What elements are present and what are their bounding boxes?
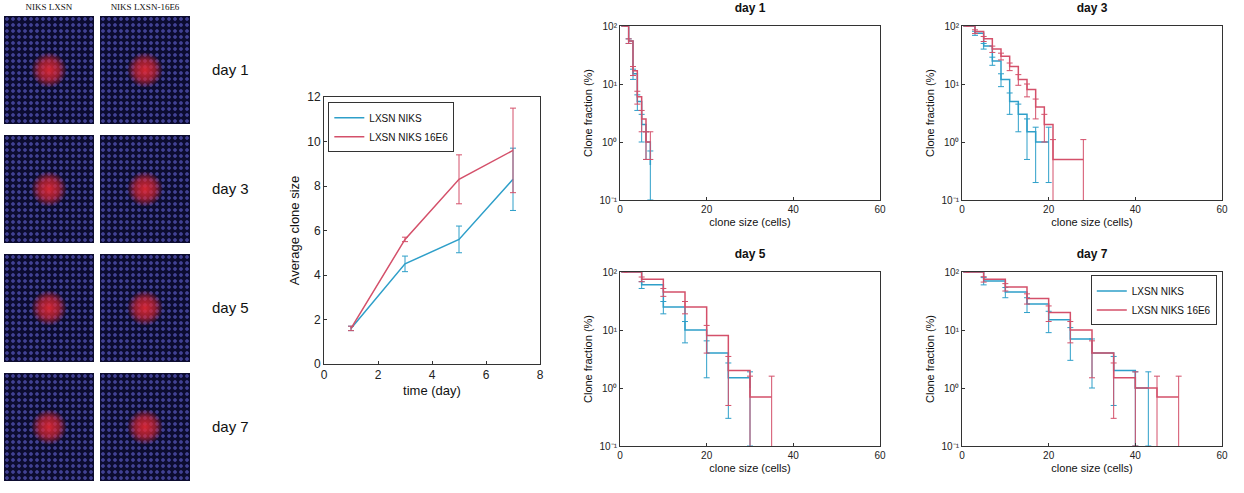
svg-text:10⁻¹: 10⁻¹ (600, 195, 618, 206)
svg-text:Clone fraction (%): Clone fraction (%) (924, 69, 936, 157)
svg-text:10²: 10² (603, 21, 618, 32)
svg-text:20: 20 (701, 450, 713, 461)
svg-text:LXSN NIKS: LXSN NIKS (1132, 286, 1185, 297)
svg-text:10⁰: 10⁰ (602, 383, 617, 394)
svg-text:day 5: day 5 (735, 247, 766, 261)
svg-text:0: 0 (959, 450, 965, 461)
svg-text:12: 12 (307, 90, 321, 104)
svg-text:10¹: 10¹ (603, 79, 618, 90)
svg-text:40: 40 (1130, 450, 1142, 461)
svg-text:0: 0 (617, 450, 623, 461)
html-text:day 7: day 7 (212, 418, 249, 435)
svg-text:0: 0 (617, 204, 623, 215)
svg-text:10¹: 10¹ (945, 325, 960, 336)
svg-text:10¹: 10¹ (945, 79, 960, 90)
svg-text:60: 60 (1216, 204, 1228, 215)
svg-text:60: 60 (874, 204, 886, 215)
svg-text:60: 60 (874, 450, 886, 461)
svg-text:LXSN NIKS 16E6: LXSN NIKS 16E6 (369, 132, 448, 143)
svg-text:4: 4 (314, 268, 321, 282)
svg-text:Average clone size: Average clone size (287, 176, 302, 286)
svg-text:10⁻¹: 10⁻¹ (600, 441, 618, 452)
svg-text:10²: 10² (603, 267, 618, 278)
html-text:day 3: day 3 (212, 180, 249, 197)
svg-text:2: 2 (314, 313, 321, 327)
svg-text:clone size (cells): clone size (cells) (709, 462, 790, 474)
svg-text:day 7: day 7 (1077, 247, 1108, 261)
svg-text:40: 40 (788, 450, 800, 461)
html-text:day 5: day 5 (212, 299, 249, 316)
svg-text:Clone fraction (%): Clone fraction (%) (582, 69, 594, 157)
svg-text:20: 20 (1043, 450, 1055, 461)
svg-text:40: 40 (788, 204, 800, 215)
svg-text:0: 0 (321, 368, 328, 382)
svg-text:10²: 10² (945, 21, 960, 32)
svg-text:6: 6 (483, 368, 490, 382)
svg-text:10⁰: 10⁰ (944, 383, 959, 394)
svg-text:10¹: 10¹ (603, 325, 618, 336)
svg-text:8: 8 (537, 368, 544, 382)
svg-text:2: 2 (375, 368, 382, 382)
svg-text:clone size (cells): clone size (cells) (1051, 462, 1132, 474)
svg-text:10⁻¹: 10⁻¹ (942, 195, 960, 206)
svg-text:day 3: day 3 (1077, 1, 1108, 15)
svg-text:day 1: day 1 (735, 1, 766, 15)
svg-text:8: 8 (314, 179, 321, 193)
svg-text:10⁰: 10⁰ (944, 137, 959, 148)
svg-text:0: 0 (959, 204, 965, 215)
svg-text:10⁰: 10⁰ (602, 137, 617, 148)
svg-text:time (day): time (day) (403, 383, 461, 398)
svg-text:20: 20 (701, 204, 713, 215)
html-text:day 1: day 1 (212, 61, 249, 78)
svg-text:LXSN NIKS 16E6: LXSN NIKS 16E6 (1132, 305, 1211, 316)
svg-text:4: 4 (429, 368, 436, 382)
html-text:NIKS LXSN-16E6: NIKS LXSN-16E6 (110, 2, 180, 12)
svg-text:10⁻¹: 10⁻¹ (942, 441, 960, 452)
svg-text:60: 60 (1216, 450, 1228, 461)
svg-text:clone size (cells): clone size (cells) (1051, 216, 1132, 228)
svg-text:Clone fraction (%): Clone fraction (%) (582, 315, 594, 403)
svg-text:10: 10 (307, 135, 321, 149)
svg-text:clone size (cells): clone size (cells) (709, 216, 790, 228)
svg-text:10²: 10² (945, 267, 960, 278)
html-text:NIKS LXSN: NIKS LXSN (25, 2, 73, 12)
svg-text:LXSN NIKS: LXSN NIKS (369, 113, 422, 124)
svg-text:40: 40 (1130, 204, 1142, 215)
svg-text:Clone fraction (%): Clone fraction (%) (924, 315, 936, 403)
svg-text:6: 6 (314, 224, 321, 238)
svg-text:20: 20 (1043, 204, 1055, 215)
svg-text:0: 0 (314, 357, 321, 371)
